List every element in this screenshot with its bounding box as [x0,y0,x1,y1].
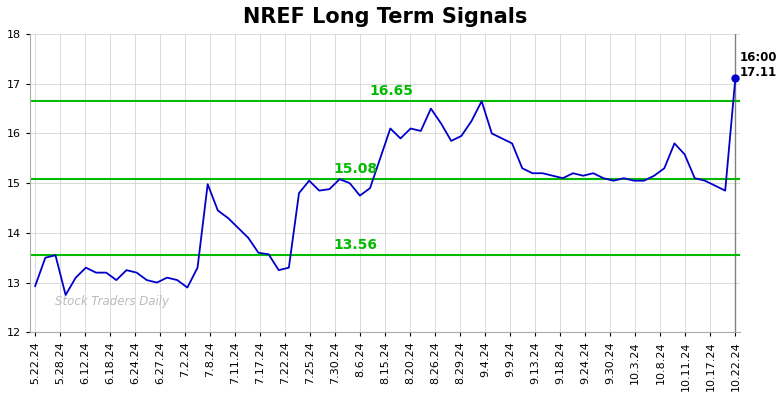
Text: Stock Traders Daily: Stock Traders Daily [55,295,169,308]
Text: 13.56: 13.56 [333,238,378,252]
Text: 15.08: 15.08 [333,162,378,176]
Title: NREF Long Term Signals: NREF Long Term Signals [243,7,528,27]
Text: 16.65: 16.65 [369,84,413,98]
Text: 16:00
17.11: 16:00 17.11 [739,51,777,80]
